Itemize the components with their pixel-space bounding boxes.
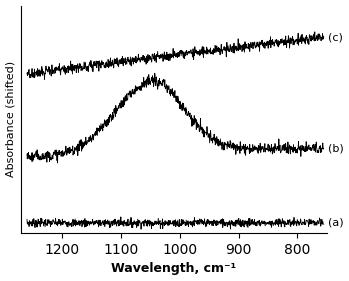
Y-axis label: Absorbance (shifted): Absorbance (shifted)	[6, 61, 16, 177]
Text: (c): (c)	[328, 33, 343, 42]
Text: (a): (a)	[328, 217, 343, 227]
X-axis label: Wavelength, cm⁻¹: Wavelength, cm⁻¹	[111, 262, 236, 275]
Text: (b): (b)	[328, 143, 343, 153]
